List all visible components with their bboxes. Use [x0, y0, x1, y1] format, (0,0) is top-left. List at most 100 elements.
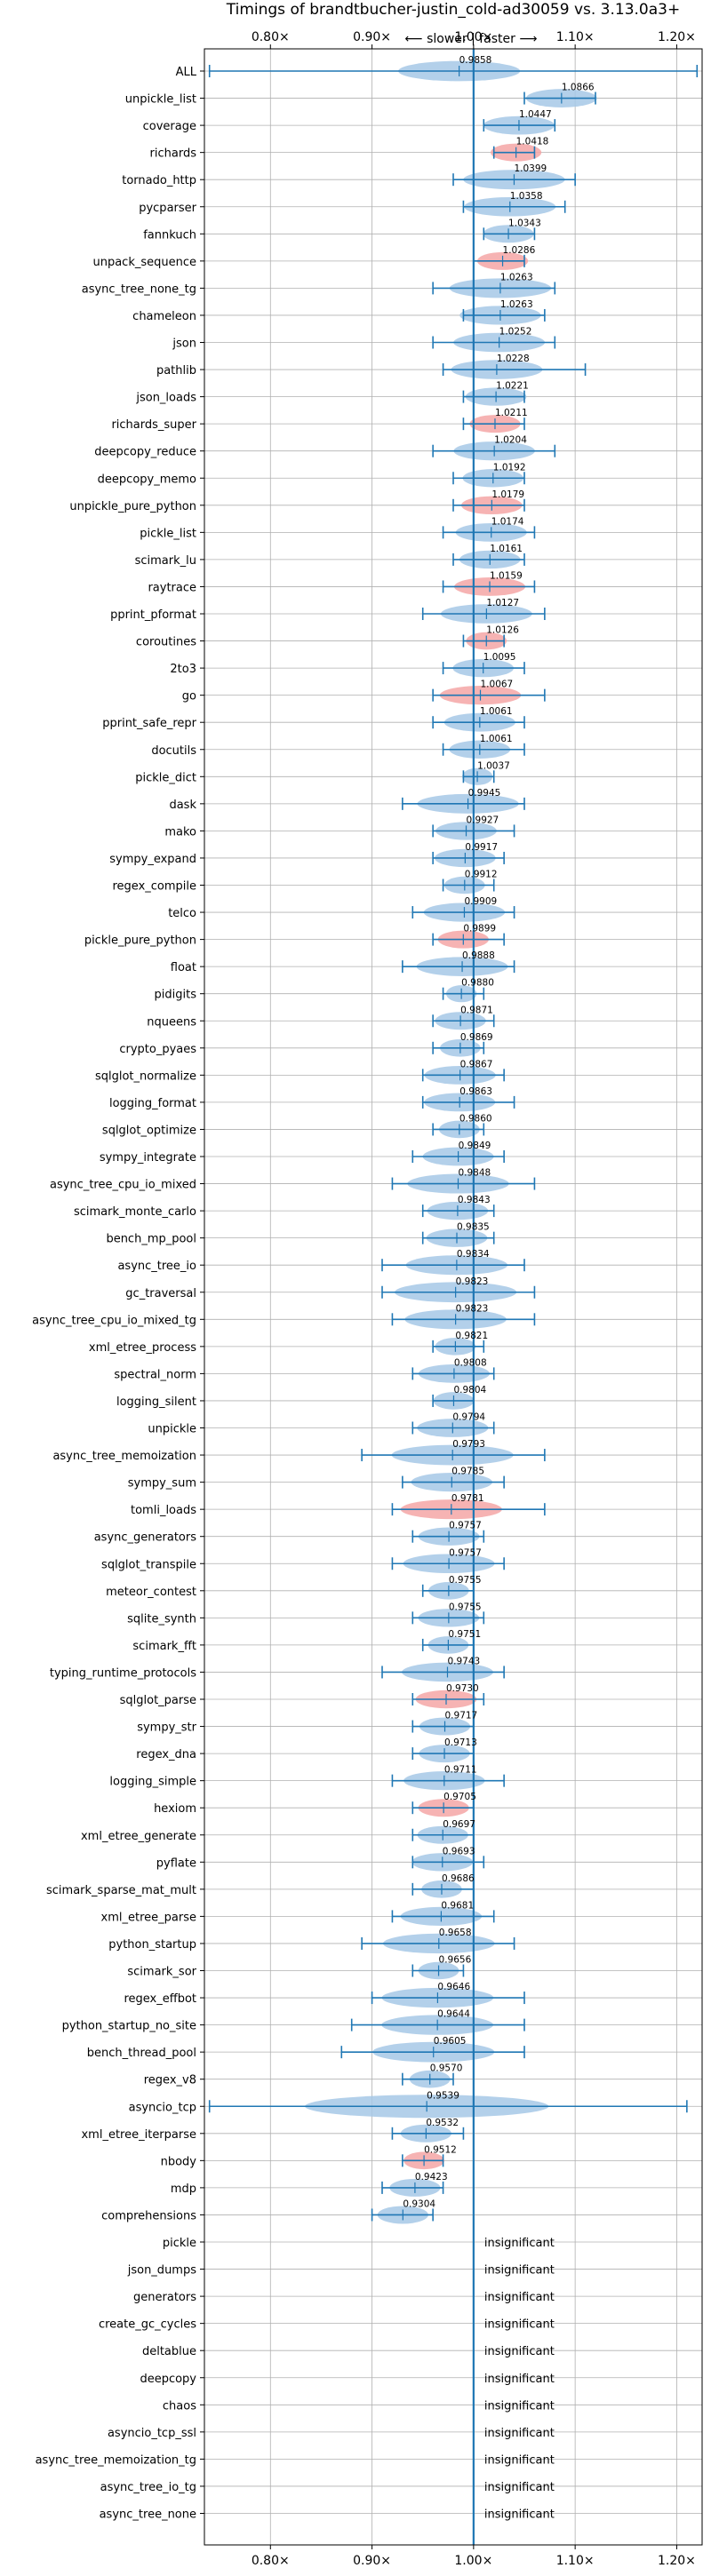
benchmark-label: async_tree_cpu_io_mixed — [50, 1179, 196, 1192]
benchmark-label: sqlglot_normalize — [95, 1069, 196, 1083]
benchmark-label: ALL — [176, 66, 197, 79]
value-label: 0.9686 — [442, 1873, 475, 1884]
benchmark-label: xml_etree_process — [89, 1341, 196, 1355]
benchmark-label: unpickle_pure_python — [69, 500, 196, 513]
value-label: 0.9945 — [468, 788, 501, 799]
benchmark-label: 2to3 — [170, 663, 196, 676]
benchmark-label: logging_simple — [109, 1776, 196, 1789]
benchmark-label: logging_silent — [116, 1395, 196, 1409]
bottom-tick-label: 0.90× — [353, 2554, 391, 2568]
value-label: 0.9755 — [449, 1575, 482, 1586]
benchmark-label: scimark_monte_carlo — [74, 1205, 196, 1219]
benchmark-label: dask — [169, 799, 196, 812]
value-label: 0.9757 — [449, 1521, 482, 1531]
insignificant-label: insignificant — [484, 2345, 555, 2358]
value-label: 1.0263 — [500, 272, 533, 282]
value-label: 1.0228 — [497, 354, 530, 364]
benchmark-label: regex_v8 — [144, 2074, 196, 2087]
benchmark-label: sympy_expand — [109, 853, 196, 866]
value-label: 0.9423 — [415, 2172, 448, 2182]
value-label: 0.9860 — [459, 1113, 492, 1124]
value-label: 0.9781 — [451, 1493, 484, 1504]
benchmark-label: scimark_sor — [127, 1966, 196, 1979]
top-tick-label: 0.90× — [353, 30, 391, 44]
value-label: 1.0418 — [516, 137, 549, 147]
benchmark-label: scimark_sparse_mat_mult — [46, 1884, 196, 1897]
value-label: 0.9823 — [456, 1276, 489, 1287]
value-label: 0.9804 — [453, 1385, 486, 1395]
benchmark-label: nbody — [161, 2155, 197, 2168]
value-label: 0.9304 — [403, 2198, 435, 2209]
value-label: 0.9646 — [437, 1982, 470, 1992]
benchmark-label: python_startup_no_site — [62, 2020, 196, 2033]
benchmark-label: crypto_pyaes — [119, 1043, 196, 1056]
benchmark-label: async_generators — [94, 1531, 197, 1545]
value-label: 0.9917 — [465, 842, 498, 853]
benchmark-label: logging_format — [109, 1097, 196, 1110]
value-label: 1.0447 — [519, 109, 552, 120]
bottom-tick-label: 0.80× — [252, 2554, 290, 2568]
benchmark-label: sympy_sum — [128, 1477, 196, 1491]
insignificant-label: insignificant — [484, 2318, 555, 2332]
benchmark-label: json_dumps — [127, 2264, 196, 2278]
value-label: 0.9899 — [463, 924, 496, 934]
benchmark-label: async_tree_io_tg — [100, 2481, 196, 2494]
value-label: 0.9751 — [448, 1629, 481, 1640]
benchmark-label: pprint_safe_repr — [102, 717, 196, 730]
insignificant-label: insignificant — [484, 2453, 555, 2467]
value-label: 1.0211 — [495, 408, 528, 418]
value-label: 0.9823 — [456, 1303, 489, 1314]
benchmark-label: nqueens — [147, 1015, 196, 1029]
bottom-tick-label: 1.00× — [454, 2554, 492, 2568]
value-label: 0.9532 — [426, 2118, 459, 2128]
top-tick-label: 1.00× — [454, 30, 492, 44]
insignificant-label: insignificant — [484, 2264, 555, 2278]
benchmark-label: typing_runtime_protocols — [50, 1666, 196, 1680]
value-label: 1.0159 — [490, 570, 523, 581]
benchmark-label: xml_etree_iterparse — [81, 2128, 196, 2142]
value-label: 0.9863 — [459, 1086, 492, 1097]
benchmark-label: fannkuch — [143, 228, 196, 242]
value-label: 0.9785 — [451, 1467, 484, 1477]
benchmark-label: deepcopy_memo — [98, 473, 196, 486]
violins — [305, 60, 597, 2224]
insignificant-label: insignificant — [484, 2481, 555, 2494]
value-label: 0.9539 — [427, 2090, 459, 2101]
value-label: 0.9821 — [455, 1331, 488, 1341]
value-label: 0.9927 — [467, 815, 499, 825]
benchmark-label: async_tree_memoization_tg — [36, 2453, 196, 2467]
benchmark-label: bench_thread_pool — [87, 2047, 196, 2060]
benchmark-label: json_loads — [135, 392, 196, 405]
bottom-tick-label: 1.10× — [556, 2554, 595, 2568]
benchmark-label: pidigits — [155, 989, 197, 1002]
value-label: 1.0286 — [503, 245, 536, 256]
benchmark-label: go — [182, 690, 196, 704]
value-label: 0.9793 — [452, 1439, 485, 1450]
benchmark-label: telco — [168, 907, 196, 920]
value-label: 0.9717 — [445, 1711, 478, 1721]
benchmark-label: xml_etree_parse — [101, 1911, 196, 1924]
benchmark-label: async_tree_memoization — [52, 1450, 196, 1463]
value-label: 0.9755 — [449, 1602, 482, 1612]
top-tick-label: 1.10× — [556, 30, 595, 44]
benchmark-label: raytrace — [148, 581, 196, 594]
benchmark-label: float — [171, 961, 196, 974]
benchmark-label: sqlglot_optimize — [102, 1124, 196, 1137]
value-label: 0.9912 — [465, 870, 498, 880]
chart-title: Timings of brandtbucher-justin_cold-ad30… — [226, 1, 680, 19]
top-tick-label: 0.80× — [252, 30, 290, 44]
benchmark-label: sympy_integrate — [100, 1151, 196, 1165]
benchmark-label: meteor_contest — [106, 1586, 196, 1599]
insignificant-label: insignificant — [484, 2291, 555, 2304]
benchmark-label: richards_super — [111, 418, 196, 432]
benchmark-label: gc_traversal — [125, 1287, 196, 1300]
benchmark-label: pathlib — [156, 364, 196, 378]
value-label: 0.9880 — [461, 978, 494, 989]
benchmark-label: spectral_norm — [114, 1368, 196, 1381]
insignificant-label: insignificant — [484, 2373, 555, 2386]
benchmark-label: unpickle_list — [125, 93, 196, 107]
value-label: 0.9743 — [447, 1656, 480, 1666]
value-label: 0.9705 — [443, 1792, 476, 1802]
benchmark-label: hexiom — [154, 1802, 196, 1816]
value-label: 0.9713 — [444, 1737, 477, 1748]
